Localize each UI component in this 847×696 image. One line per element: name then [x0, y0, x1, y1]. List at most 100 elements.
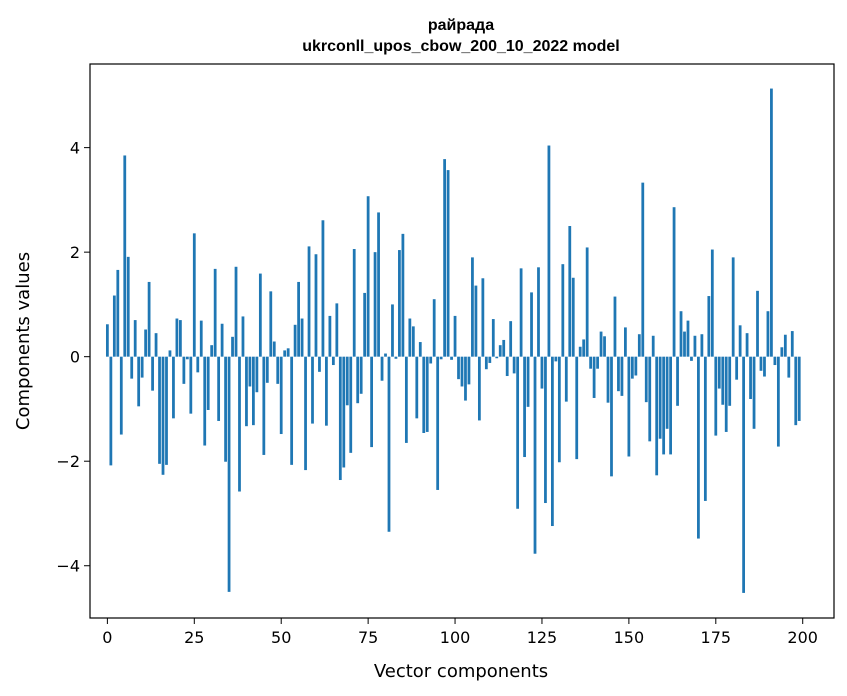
- bar: [112, 295, 116, 357]
- bar: [749, 356, 752, 400]
- y-axis-label: Components values: [13, 252, 34, 430]
- bar: [547, 145, 551, 357]
- bar: [245, 356, 248, 427]
- bar: [140, 356, 144, 378]
- bar: [599, 331, 603, 357]
- bar: [589, 356, 593, 369]
- bar: [783, 334, 787, 357]
- bar: [182, 356, 186, 384]
- bar: [425, 356, 429, 432]
- bar: [620, 356, 624, 396]
- bar: [126, 256, 130, 357]
- bar: [418, 342, 422, 357]
- bar: [276, 356, 280, 384]
- bar: [564, 356, 568, 402]
- bar: [206, 356, 210, 410]
- bar: [634, 356, 638, 376]
- bar: [123, 155, 127, 357]
- bar: [203, 356, 207, 446]
- bar: [411, 326, 415, 357]
- bar: [756, 290, 759, 357]
- bar: [391, 304, 394, 357]
- bar: [328, 315, 332, 357]
- bar: [624, 327, 627, 357]
- bar: [630, 356, 634, 379]
- bar: [735, 356, 739, 380]
- x-tick-label: 175: [701, 628, 732, 647]
- bar: [321, 220, 325, 357]
- bar: [641, 182, 645, 357]
- bar: [394, 356, 398, 359]
- bar: [168, 350, 172, 357]
- bar: [460, 356, 464, 387]
- bar: [717, 356, 721, 389]
- bar: [773, 356, 777, 366]
- bar: [693, 335, 697, 357]
- bar: [377, 212, 380, 357]
- bar: [797, 356, 801, 421]
- x-tick-label: 0: [102, 628, 112, 647]
- bar: [272, 341, 276, 357]
- y-tick-label: 0: [70, 348, 80, 367]
- bar: [408, 318, 412, 357]
- bar: [165, 356, 168, 465]
- bar: [109, 356, 113, 466]
- bar: [387, 356, 391, 532]
- x-tick-label: 150: [614, 628, 645, 647]
- bar: [505, 356, 509, 377]
- bar: [592, 356, 596, 398]
- bar: [728, 356, 732, 406]
- bar: [356, 356, 360, 404]
- bar: [724, 356, 728, 432]
- bar: [557, 356, 561, 463]
- bar: [227, 356, 231, 592]
- bar: [255, 356, 259, 393]
- bar: [213, 268, 217, 357]
- bar: [172, 356, 175, 419]
- bar: [613, 296, 617, 357]
- bar: [502, 339, 506, 357]
- y-tick-label: 2: [70, 243, 80, 262]
- bar: [561, 264, 565, 357]
- bar: [220, 323, 224, 357]
- bar: [683, 331, 686, 357]
- x-tick-label: 50: [271, 628, 291, 647]
- bar: [401, 233, 405, 357]
- x-tick-label: 125: [527, 628, 558, 647]
- bar: [342, 356, 346, 468]
- bar: [512, 356, 516, 374]
- bar: [665, 356, 669, 429]
- bar: [551, 356, 554, 527]
- bar: [210, 345, 214, 357]
- bar: [331, 356, 335, 366]
- bar: [297, 281, 300, 357]
- bar: [787, 356, 791, 378]
- bar: [603, 336, 606, 357]
- bar: [359, 356, 363, 394]
- bar: [794, 356, 798, 426]
- bar: [192, 233, 196, 357]
- bar: [105, 324, 109, 357]
- bar: [606, 356, 610, 403]
- bar: [457, 356, 460, 380]
- bar: [721, 356, 725, 405]
- bar: [554, 356, 558, 362]
- y-tick-label: −2: [56, 452, 80, 471]
- bars-group: [105, 88, 801, 593]
- bar: [133, 320, 137, 357]
- bar: [578, 346, 582, 357]
- x-tick-label: 25: [184, 628, 204, 647]
- bar: [446, 170, 450, 357]
- bar: [443, 159, 447, 357]
- bar: [338, 356, 342, 481]
- chart-title-line2: ukrconll_upos_cbow_200_10_2022 model: [302, 38, 619, 55]
- bar: [540, 356, 544, 389]
- bar: [745, 333, 749, 357]
- bar: [234, 266, 238, 357]
- bar: [627, 356, 631, 457]
- bar: [488, 356, 492, 363]
- bar: [345, 356, 349, 406]
- bar: [509, 321, 513, 357]
- chart-title-line1: райрада: [428, 17, 494, 34]
